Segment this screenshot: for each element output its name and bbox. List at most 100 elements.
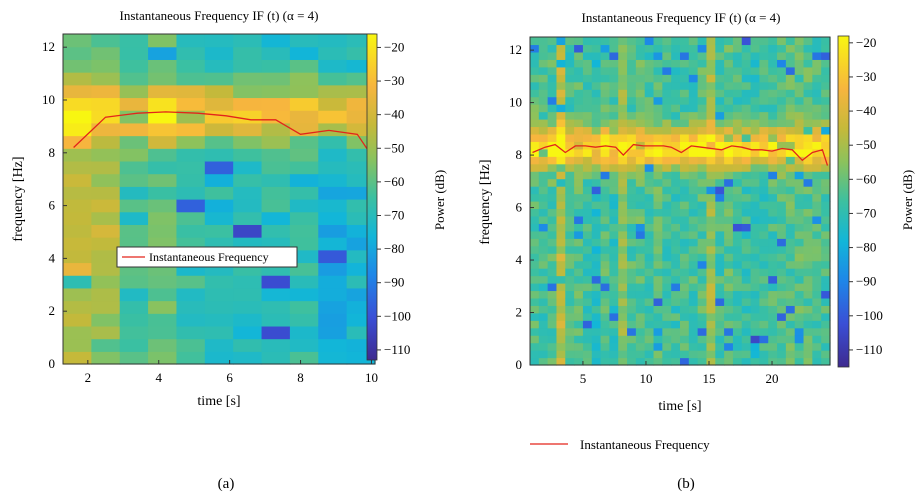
heatmap-cell: [812, 357, 822, 366]
heatmap-cell: [618, 133, 628, 142]
heatmap-cell: [715, 59, 725, 68]
heatmap-cell: [785, 37, 796, 46]
heatmap-cell: [618, 357, 628, 366]
heatmap-cell: [653, 171, 663, 180]
colorbar-tick-label: −110: [856, 342, 882, 357]
heatmap-cell: [688, 133, 699, 142]
heatmap-cell: [574, 74, 584, 83]
panel-b-x-axis-label: time [s]: [658, 399, 701, 414]
heatmap-cell: [600, 357, 611, 366]
heatmap-cell: [653, 357, 663, 366]
heatmap-cell: [627, 312, 637, 321]
heatmap-cell: [785, 201, 796, 210]
heatmap-cell: [715, 350, 725, 359]
heatmap-cell: [289, 160, 319, 175]
heatmap-cell: [635, 327, 646, 336]
heatmap-cell: [732, 327, 743, 336]
heatmap-cell: [724, 111, 734, 120]
heatmap-cell: [671, 342, 681, 351]
heatmap-cell: [724, 186, 734, 195]
heatmap-cell: [662, 290, 672, 299]
heatmap-cell: [706, 320, 716, 329]
heatmap-cell: [644, 297, 655, 306]
heatmap-cell: [777, 104, 787, 113]
heatmap-cell: [794, 312, 805, 321]
heatmap-cell: [777, 327, 787, 336]
heatmap-cell: [204, 224, 234, 238]
heatmap-cell: [591, 81, 602, 90]
heatmap-cell: [821, 178, 831, 187]
heatmap-cell: [318, 249, 348, 264]
heatmap-cell: [148, 338, 178, 352]
heatmap-cell: [591, 96, 602, 105]
heatmap-cell: [574, 238, 584, 247]
heatmap-cell: [794, 275, 805, 284]
heatmap-cell: [732, 208, 743, 217]
heatmap-cell: [715, 320, 725, 329]
heatmap-cell: [63, 325, 92, 340]
heatmap-cell: [750, 305, 761, 314]
heatmap-cell: [91, 160, 121, 175]
heatmap-cell: [803, 230, 813, 239]
heatmap-cell: [653, 201, 663, 210]
heatmap-cell: [600, 66, 611, 75]
heatmap-cell: [289, 211, 319, 225]
heatmap-cell: [777, 148, 787, 157]
heatmap-cell: [565, 133, 575, 142]
heatmap-cell: [741, 305, 752, 314]
heatmap-cell: [732, 104, 743, 113]
heatmap-cell: [609, 327, 619, 336]
heatmap-cell: [204, 313, 234, 327]
heatmap-cell: [582, 320, 593, 329]
heatmap-cell: [777, 215, 787, 224]
heatmap-cell: [591, 44, 602, 53]
heatmap-cell: [821, 141, 831, 150]
heatmap-cell: [671, 193, 681, 202]
heatmap-cell: [627, 260, 637, 269]
heatmap-cell: [91, 122, 121, 137]
heatmap-cell: [618, 74, 628, 83]
heatmap-cell: [318, 211, 348, 225]
heatmap-cell: [741, 275, 752, 284]
heatmap-cell: [233, 72, 263, 86]
heatmap-cell: [318, 275, 348, 289]
heatmap-cell: [803, 208, 813, 217]
heatmap-cell: [233, 186, 263, 200]
heatmap-cell: [768, 119, 778, 128]
heatmap-cell: [591, 141, 602, 150]
heatmap-cell: [635, 111, 646, 120]
heatmap-cell: [777, 126, 787, 135]
heatmap-cell: [768, 201, 778, 210]
heatmap-cell: [741, 357, 752, 366]
heatmap-cell: [204, 211, 234, 225]
heatmap-cell: [688, 126, 699, 135]
heatmap-cell: [582, 186, 593, 195]
heatmap-cell: [680, 290, 690, 299]
heatmap-cell: [556, 253, 566, 262]
heatmap-cell: [556, 260, 566, 269]
heatmap-cell: [582, 260, 593, 269]
heatmap-cell: [618, 283, 628, 292]
heatmap-cell: [600, 320, 611, 329]
heatmap-cell: [582, 297, 593, 306]
heatmap-cell: [785, 223, 796, 232]
heatmap-cell: [653, 327, 663, 336]
heatmap-cell: [803, 357, 813, 366]
heatmap-cell: [768, 327, 778, 336]
heatmap-cell: [530, 178, 540, 187]
heatmap-cell: [750, 327, 761, 336]
heatmap-cell: [706, 156, 716, 165]
heatmap-cell: [582, 305, 593, 314]
heatmap-cell: [768, 305, 778, 314]
heatmap-cell: [233, 148, 263, 162]
heatmap-cell: [318, 338, 348, 352]
heatmap-cell: [318, 287, 348, 302]
heatmap-cell: [768, 96, 778, 105]
heatmap-cell: [821, 245, 831, 254]
heatmap-cell: [741, 59, 752, 68]
heatmap-cell: [777, 201, 787, 210]
heatmap-cell: [653, 74, 663, 83]
heatmap-cell: [768, 312, 778, 321]
heatmap-cell: [289, 72, 319, 86]
heatmap-cell: [680, 253, 690, 262]
